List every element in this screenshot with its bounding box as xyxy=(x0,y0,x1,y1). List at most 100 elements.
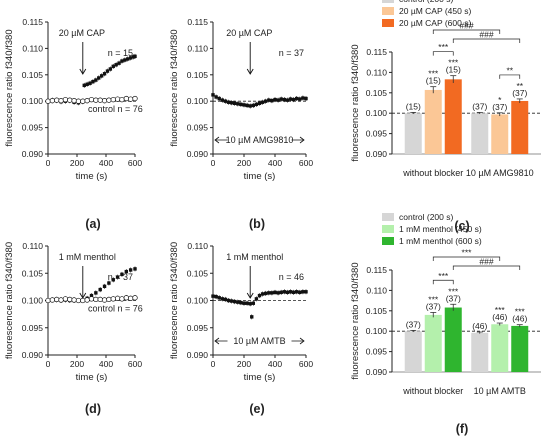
stimulus-label: 1 mM menthol xyxy=(226,252,283,262)
legend-swatch xyxy=(382,225,394,233)
y-axis-label: fluorescence ratio f340/f380 xyxy=(350,44,361,161)
y-axis-label: fluorescence ratio f340/f380 xyxy=(169,242,180,359)
data-point-filled xyxy=(124,269,128,274)
stimulus-label: 20 µM CAP xyxy=(59,28,105,38)
data-point-open xyxy=(119,296,125,302)
data-point-filled xyxy=(282,97,286,102)
n-label: (37) xyxy=(492,102,507,112)
data-point-filled xyxy=(85,82,89,87)
data-point-filled xyxy=(133,54,137,59)
data-point-filled xyxy=(98,287,102,292)
data-point-filled xyxy=(250,315,254,319)
y-tick-label: 0.110 xyxy=(22,241,43,251)
significance-label: ** xyxy=(516,81,523,91)
data-point-filled xyxy=(245,103,249,108)
significance-bracket: ### xyxy=(452,30,521,43)
data-point-filled xyxy=(226,100,231,104)
data-point-filled xyxy=(273,97,277,102)
y-tick-label: 0.090 xyxy=(187,350,209,360)
data-point-open xyxy=(75,297,82,304)
data-point-filled xyxy=(223,99,228,103)
data-point-filled xyxy=(251,103,255,108)
x-tick-label: 200 xyxy=(70,359,84,369)
significance-bracket: ** xyxy=(499,65,521,79)
blocker-arrow-left xyxy=(214,136,220,144)
data-point-filled xyxy=(133,267,137,271)
data-point-filled xyxy=(288,290,293,294)
data-point-open xyxy=(123,295,129,301)
n-treated-label: n = 37 xyxy=(279,48,304,58)
bracket-label: ** xyxy=(506,65,513,75)
data-point-filled xyxy=(108,67,113,71)
data-point-open xyxy=(119,96,125,103)
data-point-filled xyxy=(279,290,283,295)
x-tick-label: 400 xyxy=(268,158,282,168)
data-point-filled xyxy=(214,294,218,299)
bracket-line xyxy=(499,74,521,79)
data-point-filled xyxy=(91,79,95,84)
panel-label: (b) xyxy=(249,217,265,231)
y-axis-label: fluorescence ratio f340/f380 xyxy=(169,29,180,146)
x-axis-label: time (s) xyxy=(244,372,276,383)
data-point-open xyxy=(123,95,129,102)
panel-f-bar-chart: 0.090 0.095 0.100 0.105 0.110 0.115 fluorescen… xyxy=(350,212,541,436)
y-tick-label: 0.095 xyxy=(187,123,209,133)
data-point-filled xyxy=(257,293,262,298)
data-point-filled xyxy=(99,74,104,78)
significance-label: *** xyxy=(495,305,506,315)
data-point-open xyxy=(114,96,121,102)
data-point-filled xyxy=(226,298,231,303)
n-label: (46) xyxy=(492,312,507,322)
data-point-filled xyxy=(120,59,124,63)
y-tick-label: 0.090 xyxy=(22,149,44,159)
data-point-filled xyxy=(239,300,243,305)
legend-swatch xyxy=(382,0,394,3)
legend-label: 20 µM CAP (600 s) xyxy=(399,18,471,28)
data-point-filled xyxy=(279,97,283,101)
data-point-open xyxy=(132,95,138,102)
legend-swatch xyxy=(382,19,394,27)
bracket-label: ### xyxy=(479,30,493,40)
data-point-filled xyxy=(217,96,221,101)
n-control-label: control n = 76 xyxy=(88,104,143,114)
significance-label: * xyxy=(498,95,502,105)
legend: control (200 s) 20 µM CAP (450 s) 20 µM CA… xyxy=(382,0,471,28)
data-point-filled xyxy=(128,56,133,60)
data-point-filled xyxy=(291,290,296,295)
panel-label: (d) xyxy=(85,402,101,416)
bar xyxy=(491,114,509,154)
n-label: (37) xyxy=(406,319,421,329)
data-point-filled xyxy=(254,102,259,107)
y-tick-label: 0.115 xyxy=(187,17,208,27)
data-point-filled xyxy=(89,293,94,298)
stimulus-arrow-head xyxy=(79,292,87,299)
significance-label: *** xyxy=(448,286,459,296)
y-tick-label: 0.095 xyxy=(22,323,44,333)
n-label: (46) xyxy=(472,321,487,331)
x-tick-label: 600 xyxy=(299,359,313,369)
data-point-filled xyxy=(285,290,290,295)
data-point-filled xyxy=(233,101,237,106)
n-label: (15) xyxy=(406,101,421,111)
bar xyxy=(444,307,462,372)
n-treated-label: n = 15 xyxy=(108,48,133,58)
y-axis-label: fluorescence ratio f340/f380 xyxy=(4,29,15,146)
y-tick-label: 0.110 xyxy=(22,43,43,53)
bracket-label: ### xyxy=(479,257,493,267)
data-point-filled xyxy=(239,102,243,107)
panel-c-bar-chart: 0.090 0.095 0.100 0.105 0.110 0.115 fluorescen… xyxy=(350,0,541,233)
stimulus-arrow-head xyxy=(79,68,87,75)
x-tick-label: 200 xyxy=(70,158,84,168)
n-label: (37) xyxy=(512,88,527,98)
data-point-filled xyxy=(295,96,299,101)
bar xyxy=(444,79,462,154)
data-point-filled xyxy=(236,102,240,106)
data-point-filled xyxy=(242,301,246,305)
significance-label: *** xyxy=(428,69,439,79)
data-point-open xyxy=(49,297,55,303)
legend-swatch xyxy=(382,237,394,245)
data-point-filled xyxy=(82,83,86,88)
legend-label: control (200 s) xyxy=(399,0,453,4)
y-tick-label: 0.100 xyxy=(366,326,388,336)
